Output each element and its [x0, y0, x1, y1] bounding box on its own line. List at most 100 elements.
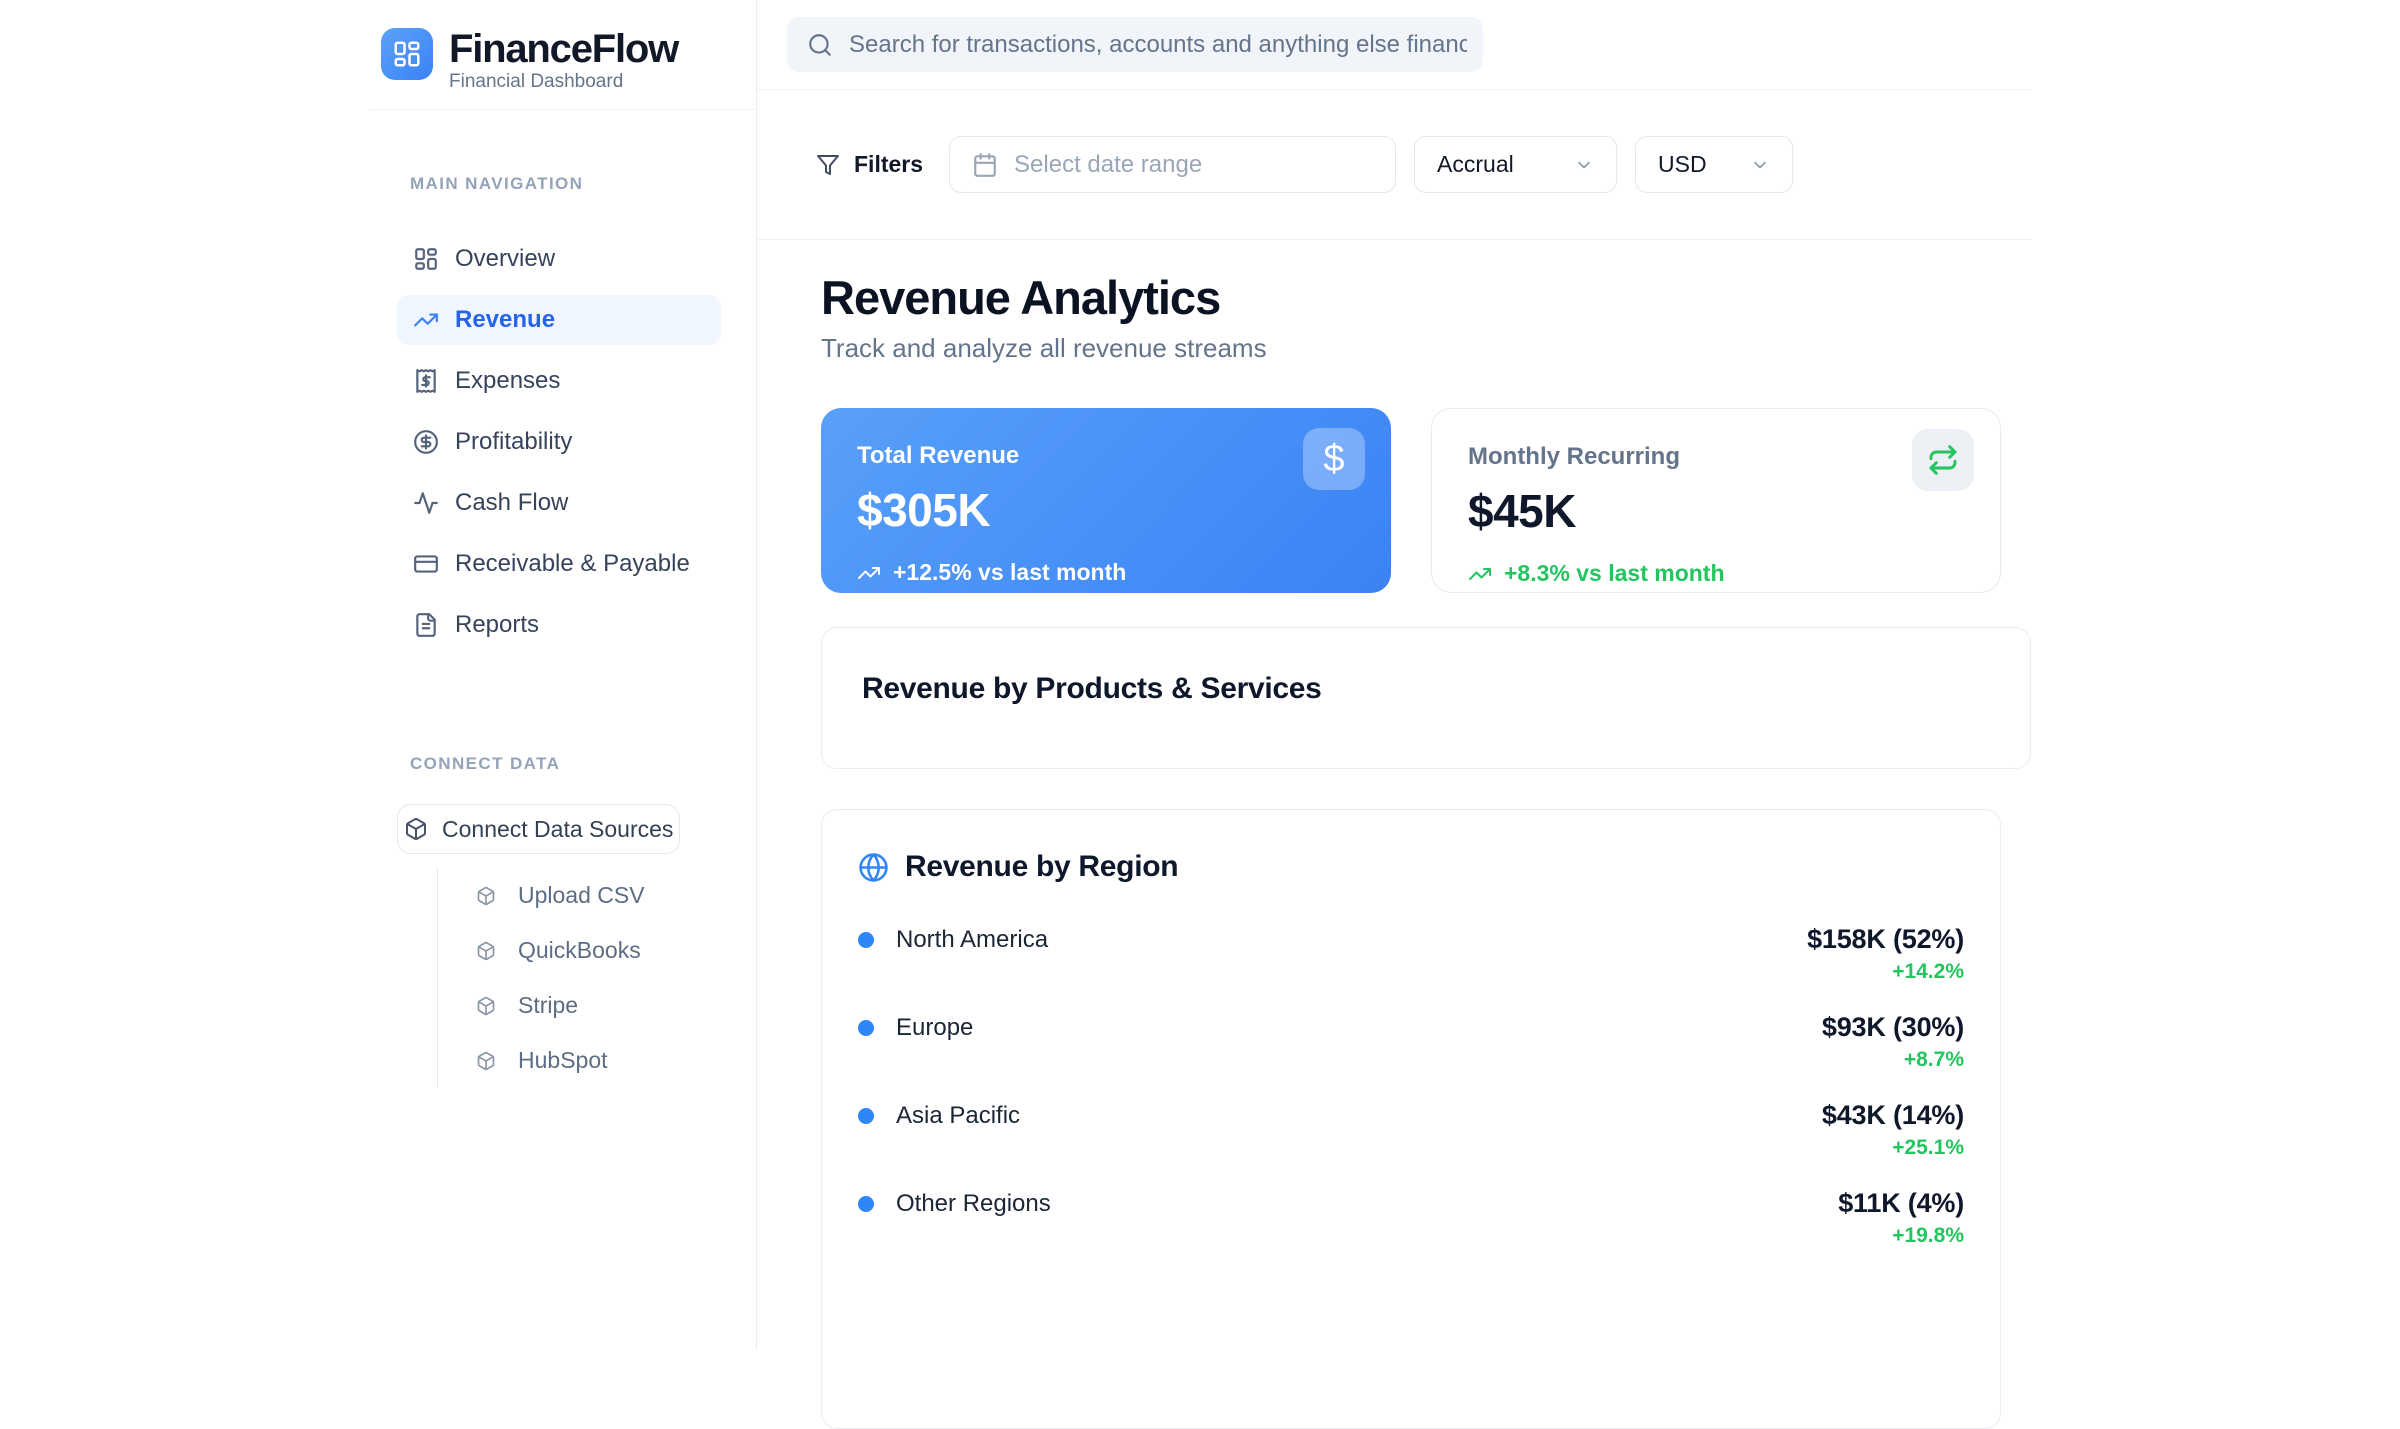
date-range-picker[interactable]: Select date range [949, 136, 1397, 193]
connect-data-label: CONNECT DATA [410, 754, 561, 773]
accounting-basis-select[interactable]: Accrual [1414, 136, 1618, 193]
region-delta: +25.1% [1892, 1136, 1964, 1159]
search-icon [809, 33, 831, 56]
package-icon [477, 1051, 495, 1070]
sidebar-item-label: Cash Flow [455, 489, 569, 516]
sidebar-item-label: Expenses [455, 367, 561, 394]
sidebar-item-label: Overview [455, 245, 556, 272]
file-text-icon [416, 613, 436, 637]
revenue-products-title: Revenue by Products & Services [862, 672, 1322, 705]
trending-up-icon [858, 566, 880, 579]
page-title: Revenue Analytics [821, 271, 1221, 324]
region-values: $43K (14%) +25.1% [1822, 1100, 1964, 1160]
stat-delta-text: +8.3% vs last month [1504, 560, 1725, 586]
sidebar-item-revenue[interactable]: Revenue [397, 295, 721, 345]
stat-delta: +12.5% vs last month [857, 559, 1355, 586]
region-amount: $93K (30%) [1821, 1012, 1964, 1042]
source-item-label: Upload CSV [518, 882, 645, 908]
filter-icon [817, 154, 839, 175]
brand-header: FinanceFlow Financial Dashboard [369, 0, 756, 110]
region-name: North America [896, 926, 1049, 953]
region-label: Other Regions [858, 1190, 1051, 1218]
sidebar: FinanceFlow Financial Dashboard MAIN NAV… [369, 0, 757, 1350]
sidebar-item-overview[interactable]: Overview [397, 234, 721, 284]
filters-toggle[interactable]: Filters [816, 151, 923, 178]
filters-bar: Filters Select date range Accrual USD [757, 90, 2032, 240]
stat-delta-text: +12.5% vs last month [893, 559, 1127, 585]
source-item-stripe[interactable]: Stripe [476, 978, 756, 1033]
stat-delta: +8.3% vs last month [1468, 560, 1964, 587]
brand-name: FinanceFlow [449, 27, 679, 71]
layout-dashboard-icon [394, 41, 420, 67]
bullet-dot-icon [858, 1108, 874, 1124]
region-delta: +14.2% [1892, 960, 1964, 983]
bullet-dot-icon [858, 1196, 874, 1212]
total-revenue-card: Total Revenue $305K +12.5% vs last month… [821, 408, 1391, 593]
package-icon [477, 996, 495, 1015]
region-label: Europe [858, 1014, 973, 1042]
main-navigation-label: MAIN NAVIGATION [410, 174, 584, 193]
package-icon [406, 818, 426, 840]
layout-dashboard-icon [415, 248, 437, 270]
sidebar-item-expenses[interactable]: Expenses [397, 356, 721, 406]
search-input[interactable] [847, 29, 1483, 60]
sidebar-item-profitability[interactable]: Profitability [397, 417, 721, 467]
region-list: North America $158K (52%) +14.2% Europe [858, 908, 1964, 1260]
top-bar [757, 0, 2032, 90]
activity-icon [414, 492, 438, 514]
stat-value: $305K [857, 484, 991, 536]
chevron-down-icon [1578, 161, 1590, 168]
chevron-down-icon [1754, 161, 1766, 168]
region-delta: +8.7% [1903, 1048, 1964, 1071]
source-item-hubspot[interactable]: HubSpot [476, 1033, 756, 1088]
sidebar-item-label: Profitability [455, 428, 573, 455]
source-item-upload-csv[interactable]: Upload CSV [476, 868, 756, 923]
sidebar-item-label: Revenue [455, 306, 556, 333]
date-range-placeholder: Select date range [1014, 150, 1203, 178]
currency-select[interactable]: USD [1635, 136, 1794, 193]
region-values: $93K (30%) +8.7% [1822, 1012, 1964, 1072]
stat-label: Total Revenue [857, 442, 1020, 469]
monthly-recurring-card: Monthly Recurring $45K +8.3% vs last mon… [1431, 408, 2001, 593]
region-values: $158K (52%) +14.2% [1807, 924, 1964, 984]
connect-data-sources-button[interactable]: Connect Data Sources [397, 804, 681, 854]
sidebar-item-receivable-payable[interactable]: Receivable & Payable [397, 539, 721, 589]
region-amount: $158K (52%) [1807, 924, 1964, 954]
sidebar-item-label: Reports [455, 611, 540, 638]
stat-label: Monthly Recurring [1468, 443, 1681, 470]
globe-icon [859, 852, 888, 882]
page-content: Revenue Analytics Track and analyze all … [757, 240, 2032, 1429]
credit-card-icon [414, 555, 438, 573]
page-subtitle: Track and analyze all revenue streams [821, 333, 1267, 363]
region-row-asia-pacific: Asia Pacific $43K (14%) +25.1% [858, 1084, 1964, 1172]
trending-up-icon [1469, 567, 1491, 580]
bullet-dot-icon [858, 932, 874, 948]
app-logo [381, 28, 433, 80]
connect-data-sources-label: Connect Data Sources [442, 815, 674, 842]
brand-subtitle: Financial Dashboard [449, 71, 624, 92]
source-item-label: Stripe [518, 992, 579, 1018]
accounting-basis-value: Accrual [1437, 151, 1514, 177]
package-icon [477, 886, 495, 905]
region-row-north-america: North America $158K (52%) +14.2% [858, 908, 1964, 996]
sidebar-item-reports[interactable]: Reports [397, 600, 721, 650]
currency-value: USD [1658, 151, 1707, 177]
region-name: Other Regions [896, 1190, 1051, 1217]
filters-label: Filters [854, 151, 924, 177]
package-icon [477, 941, 495, 960]
bullet-dot-icon [858, 1020, 874, 1036]
region-row-europe: Europe $93K (30%) +8.7% [858, 996, 1964, 1084]
region-label: North America [858, 926, 1048, 954]
sidebar-item-label: Receivable & Payable [455, 550, 690, 577]
source-item-quickbooks[interactable]: QuickBooks [476, 923, 756, 978]
connect-sources-list: Upload CSV QuickBooks Stripe HubSpot [437, 868, 756, 1088]
source-item-label: HubSpot [518, 1047, 608, 1073]
revenue-region-title: Revenue by Region [905, 850, 1179, 883]
receipt-icon [416, 369, 436, 393]
sidebar-item-cash-flow[interactable]: Cash Flow [397, 478, 721, 528]
region-label: Asia Pacific [858, 1102, 1020, 1130]
dollar-glyph: $ [1323, 437, 1345, 480]
revenue-region-header: Revenue by Region [858, 850, 1964, 884]
main-navigation: Overview Revenue Expenses Profitability … [397, 234, 721, 650]
region-amount: $11K (4%) [1838, 1188, 1964, 1218]
